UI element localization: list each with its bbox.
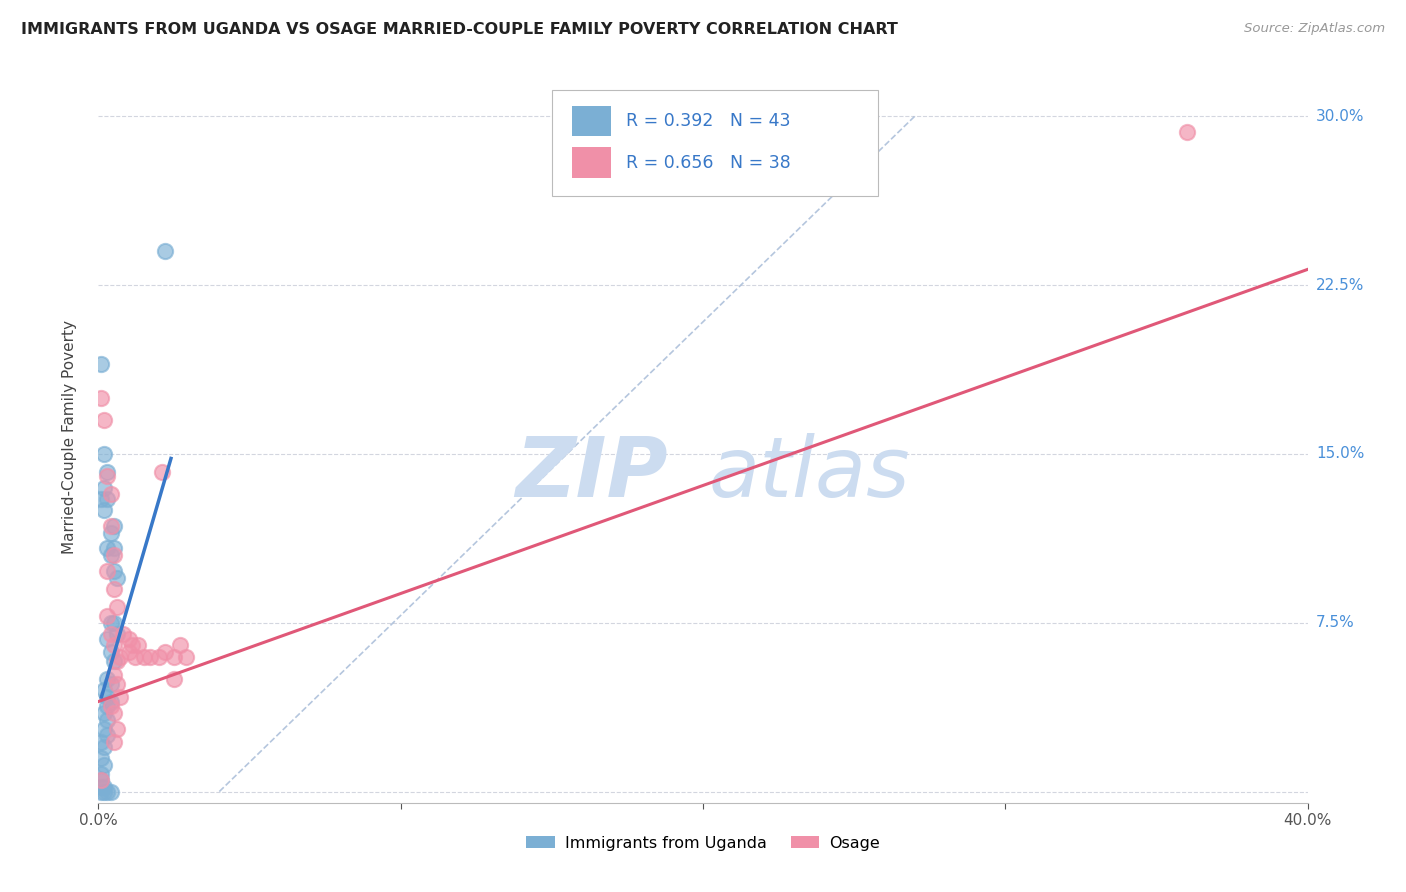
Point — [93, 683, 115, 698]
Point — [124, 649, 146, 664]
Point — [153, 244, 176, 259]
Point — [121, 638, 143, 652]
Point — [105, 571, 128, 585]
Point — [90, 773, 112, 788]
Point — [93, 413, 115, 427]
FancyBboxPatch shape — [572, 147, 612, 178]
Point — [100, 525, 122, 540]
Point — [148, 649, 170, 664]
Point — [90, 735, 112, 749]
Text: 7.5%: 7.5% — [1316, 615, 1354, 631]
Point — [93, 722, 115, 736]
Point — [96, 609, 118, 624]
Point — [96, 465, 118, 479]
Point — [118, 632, 141, 646]
Point — [132, 649, 155, 664]
Point — [93, 447, 115, 461]
Point — [118, 645, 141, 659]
Point — [103, 667, 125, 681]
Point — [96, 690, 118, 704]
Text: atlas: atlas — [709, 434, 911, 514]
Point — [105, 676, 128, 690]
Point — [90, 766, 112, 780]
Point — [100, 676, 122, 690]
Point — [93, 503, 115, 517]
Point — [93, 706, 115, 720]
Point — [90, 391, 112, 405]
Point — [139, 649, 162, 664]
Point — [93, 780, 115, 794]
Point — [100, 784, 122, 798]
Point — [96, 784, 118, 798]
Point — [93, 757, 115, 772]
Point — [163, 672, 186, 686]
Point — [96, 564, 118, 578]
Point — [103, 638, 125, 652]
Point — [163, 649, 186, 664]
Point — [108, 690, 131, 704]
Point — [93, 739, 115, 754]
Point — [96, 672, 118, 686]
Point — [96, 541, 118, 556]
Point — [100, 519, 122, 533]
Point — [96, 469, 118, 483]
Text: 15.0%: 15.0% — [1316, 447, 1364, 461]
Point — [105, 722, 128, 736]
Text: 22.5%: 22.5% — [1316, 277, 1364, 293]
Point — [90, 773, 112, 788]
Point — [103, 582, 125, 596]
Text: R = 0.392   N = 43: R = 0.392 N = 43 — [626, 112, 790, 130]
Point — [105, 627, 128, 641]
Point — [103, 564, 125, 578]
FancyBboxPatch shape — [551, 90, 879, 195]
Point — [96, 699, 118, 714]
Point — [103, 735, 125, 749]
Point — [111, 627, 134, 641]
Point — [93, 481, 115, 495]
Point — [90, 751, 112, 765]
Point — [100, 694, 122, 708]
Text: 30.0%: 30.0% — [1316, 109, 1364, 124]
Text: IMMIGRANTS FROM UGANDA VS OSAGE MARRIED-COUPLE FAMILY POVERTY CORRELATION CHART: IMMIGRANTS FROM UGANDA VS OSAGE MARRIED-… — [21, 22, 898, 37]
Point — [103, 615, 125, 630]
Text: Source: ZipAtlas.com: Source: ZipAtlas.com — [1244, 22, 1385, 36]
Point — [127, 638, 149, 652]
Legend: Immigrants from Uganda, Osage: Immigrants from Uganda, Osage — [520, 830, 886, 857]
Point — [100, 645, 122, 659]
Point — [105, 654, 128, 668]
Point — [108, 649, 131, 664]
Point — [103, 654, 125, 668]
FancyBboxPatch shape — [572, 106, 612, 136]
Point — [96, 491, 118, 506]
Point — [103, 541, 125, 556]
Point — [90, 780, 112, 794]
Point — [174, 649, 197, 664]
Point — [90, 784, 112, 798]
Point — [100, 699, 122, 714]
Text: ZIP: ZIP — [516, 434, 668, 514]
Point — [90, 357, 112, 371]
Point — [103, 548, 125, 562]
Point — [103, 519, 125, 533]
Point — [150, 465, 173, 479]
Point — [1175, 125, 1198, 139]
Point — [90, 491, 112, 506]
Point — [100, 548, 122, 562]
Y-axis label: Married-Couple Family Poverty: Married-Couple Family Poverty — [62, 320, 77, 554]
Point — [103, 706, 125, 720]
Point — [96, 728, 118, 742]
Point — [96, 632, 118, 646]
Point — [169, 638, 191, 652]
Point — [105, 599, 128, 614]
Point — [100, 615, 122, 630]
Point — [96, 713, 118, 727]
Point — [153, 645, 176, 659]
Point — [100, 627, 122, 641]
Point — [100, 487, 122, 501]
Point — [93, 784, 115, 798]
Text: R = 0.656   N = 38: R = 0.656 N = 38 — [626, 153, 790, 172]
